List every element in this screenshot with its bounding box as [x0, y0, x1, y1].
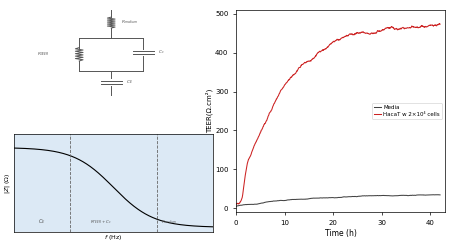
- Text: $R_{medium}$: $R_{medium}$: [121, 19, 138, 26]
- Media: [388, 194, 394, 197]
- HacaT w 2×10⁴ cells: [363, 32, 369, 35]
- Legend: Media, HacaT w 2×10⁴ cells: Media, HacaT w 2×10⁴ cells: [372, 103, 442, 119]
- Text: $R_{TEER}+C_c$: $R_{TEER}+C_c$: [89, 219, 111, 226]
- Media: [357, 195, 363, 198]
- HacaT w 2×10⁴ cells: [388, 26, 394, 29]
- Media: [363, 194, 369, 197]
- HacaT w 2×10⁴ cells: [409, 25, 415, 28]
- HacaT w 2×10⁴ cells: [357, 32, 363, 35]
- Media: [434, 193, 440, 196]
- Media: [233, 205, 239, 208]
- HacaT w 2×10⁴ cells: [352, 32, 357, 35]
- HacaT w 2×10⁴ cells: [233, 203, 239, 205]
- X-axis label: $f$ (Hz): $f$ (Hz): [104, 233, 123, 242]
- Text: $R_{TEER}$: $R_{TEER}$: [37, 51, 49, 58]
- Media: [246, 203, 252, 206]
- Y-axis label: TEER(Ω.cm²): TEER(Ω.cm²): [206, 89, 213, 133]
- Line: Media: Media: [236, 195, 440, 206]
- Line: HacaT w 2×10⁴ cells: HacaT w 2×10⁴ cells: [236, 24, 440, 204]
- HacaT w 2×10⁴ cells: [246, 158, 252, 161]
- Text: $C_E$: $C_E$: [38, 218, 45, 226]
- Text: $C_E$: $C_E$: [126, 79, 133, 86]
- Media: [352, 195, 357, 198]
- Text: $C_c$: $C_c$: [158, 49, 165, 56]
- HacaT w 2×10⁴ cells: [437, 22, 442, 25]
- Text: $R_{medium}$: $R_{medium}$: [162, 219, 178, 226]
- Media: [437, 193, 443, 196]
- X-axis label: Time (h): Time (h): [325, 229, 356, 238]
- HacaT w 2×10⁴ cells: [437, 23, 443, 26]
- Y-axis label: $|Z|$ ($\Omega$): $|Z|$ ($\Omega$): [3, 172, 12, 194]
- Media: [409, 194, 415, 197]
